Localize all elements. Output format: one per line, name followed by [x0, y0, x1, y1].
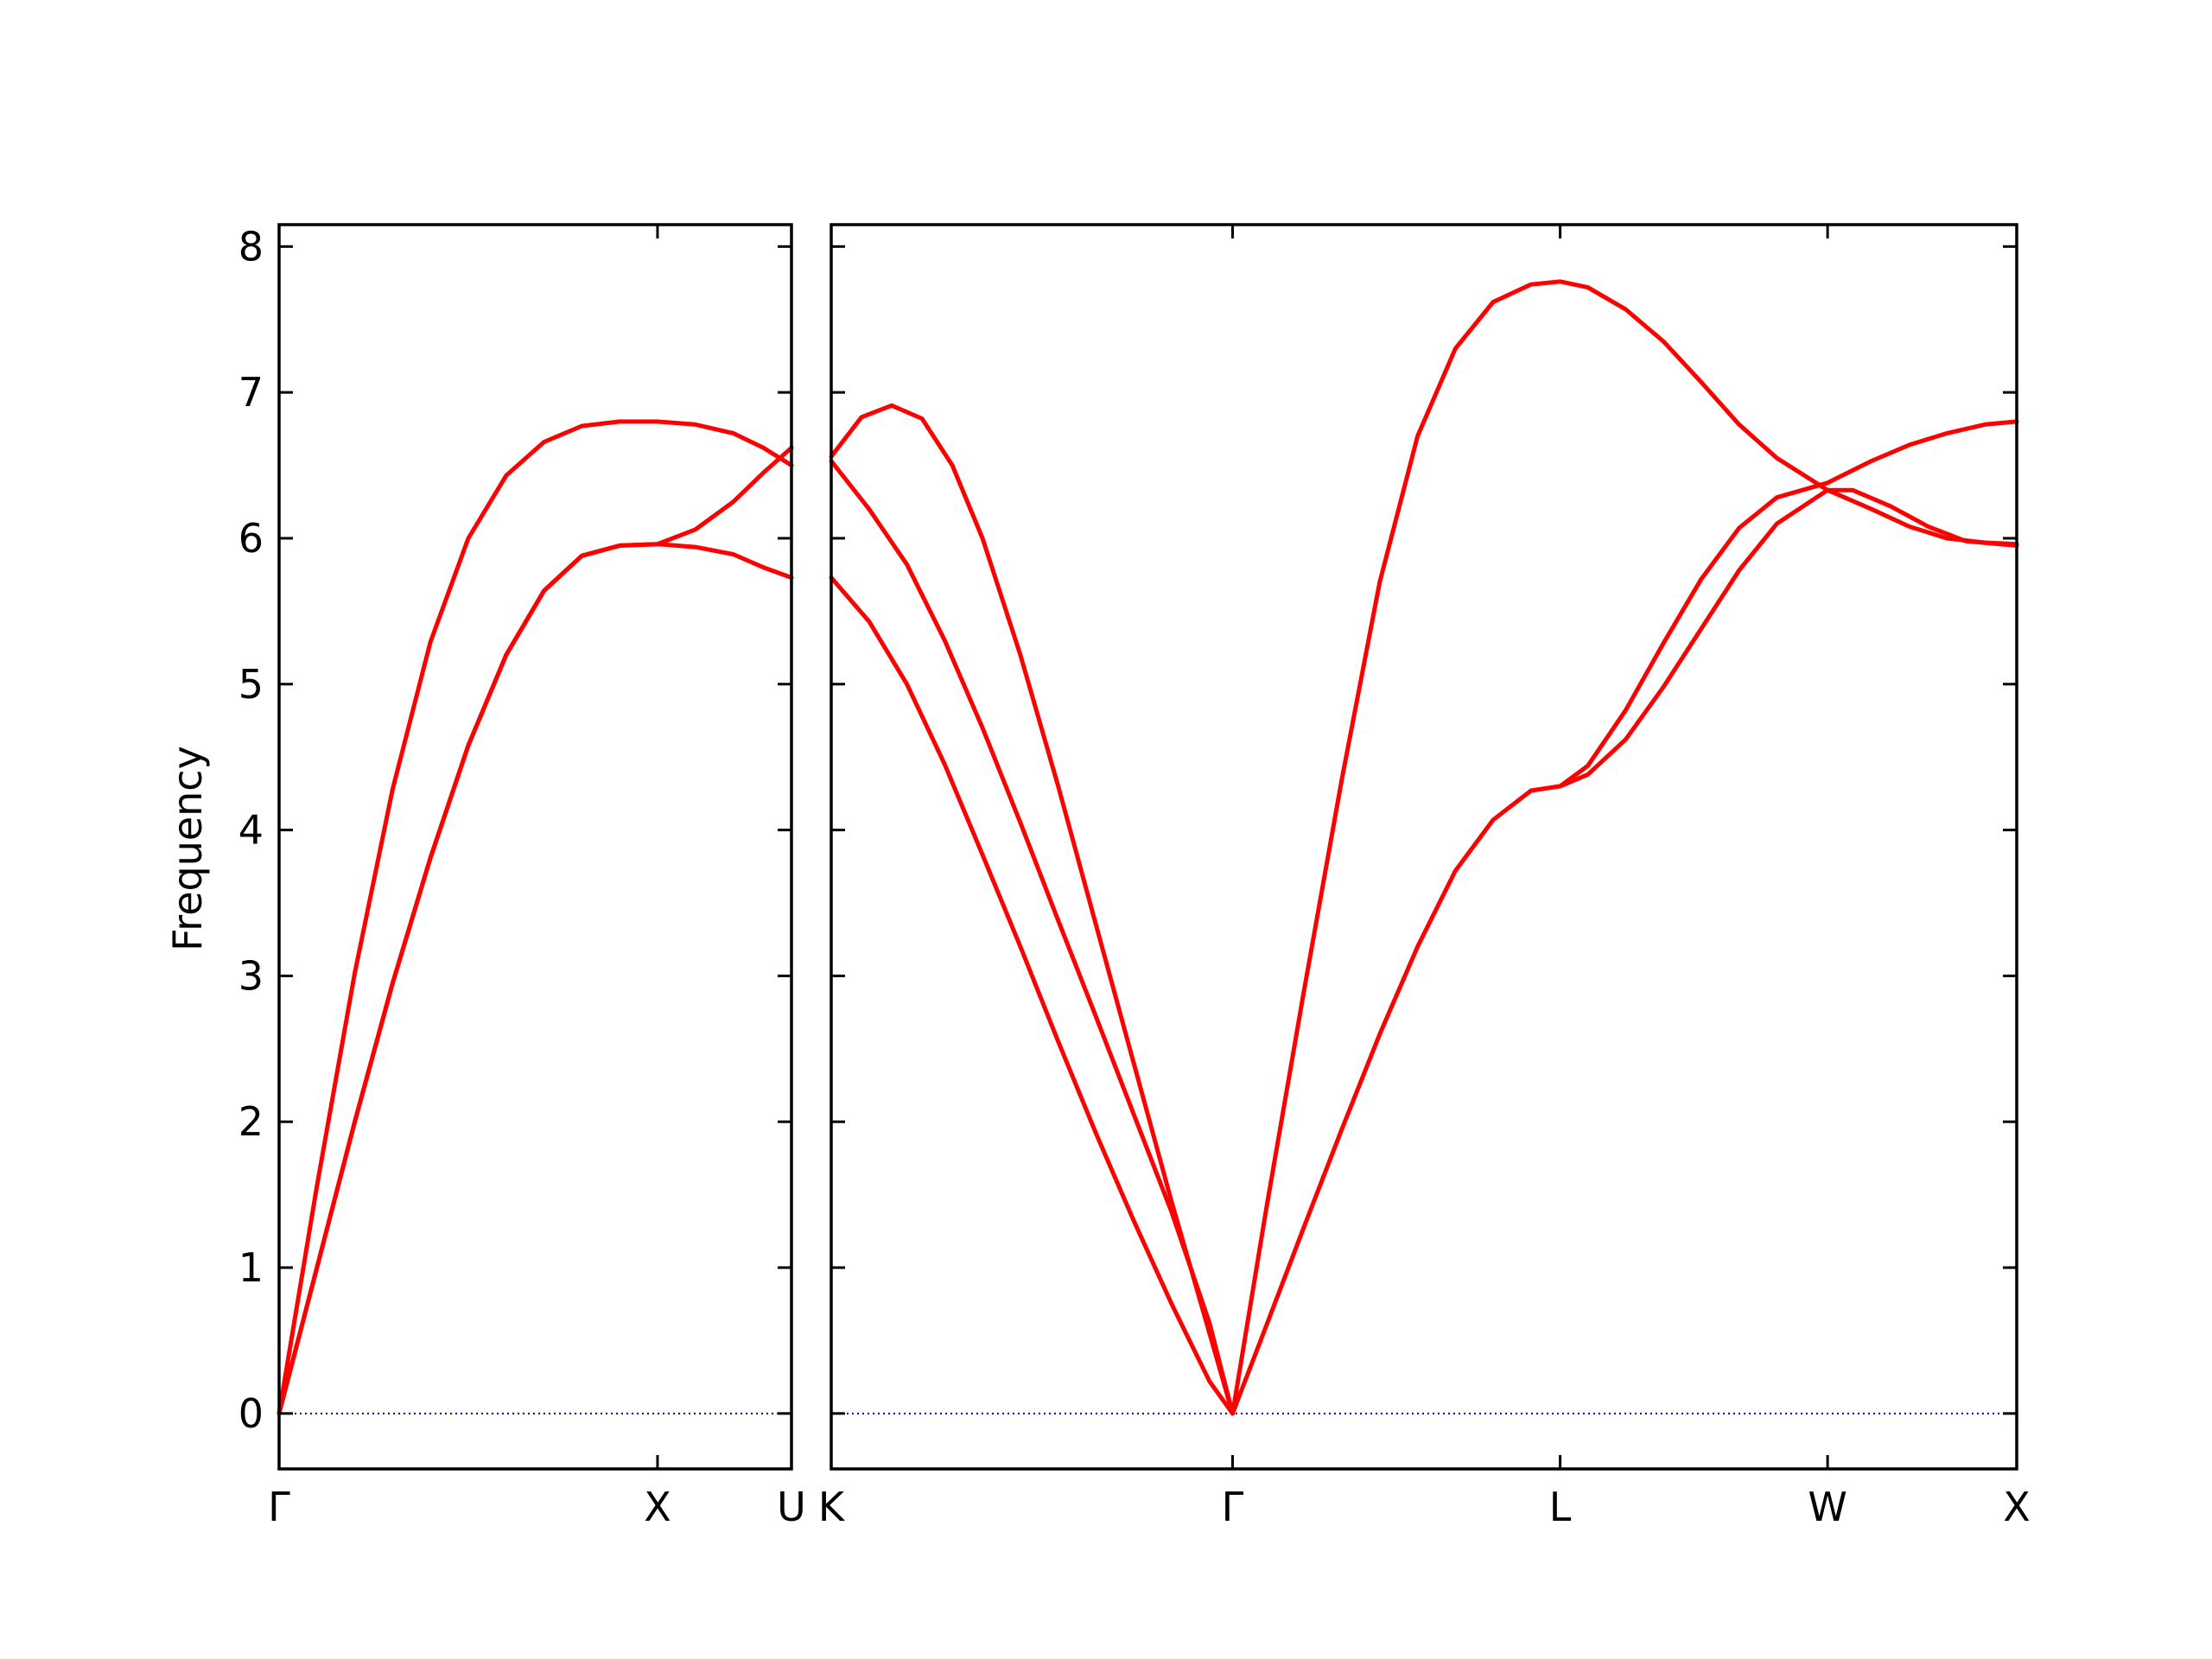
x-tick-label: Γ — [268, 1484, 290, 1530]
axes-frame — [830, 223, 2018, 1471]
x-tick-label: Γ — [1222, 1484, 1244, 1530]
panel-1: 0 1 2 3 4 5 6 7 8 Γ X U — [238, 223, 806, 1530]
y-tick-label: 4 — [238, 807, 264, 854]
x-tick-label: X — [2003, 1484, 2031, 1530]
y-tick-label: 7 — [238, 369, 264, 416]
x-tick-label: K — [818, 1484, 846, 1530]
y-axis-label: Frequency — [164, 746, 211, 951]
y-tick-label: 6 — [238, 515, 264, 562]
band-series-3 — [829, 575, 1235, 1416]
y-tick-label: 5 — [238, 661, 264, 708]
axes-frame — [277, 223, 793, 1471]
x-tick-label: U — [777, 1484, 806, 1530]
band-series-2 — [829, 459, 1235, 1416]
band-series-5 — [1230, 419, 2019, 1416]
x-tick-label: W — [1808, 1484, 1847, 1530]
y-tick-label: 8 — [238, 223, 264, 270]
x-tick-label: L — [1549, 1484, 1572, 1530]
y-tick-label: 2 — [238, 1098, 264, 1145]
y-tick-label: 0 — [238, 1390, 264, 1437]
band-series-1 — [829, 403, 1235, 1416]
band-series-4 — [1230, 279, 2019, 1416]
x-tick-label: X — [644, 1484, 671, 1530]
y-tick-label: 3 — [238, 952, 264, 999]
y-tick-label: 1 — [238, 1244, 264, 1291]
band-series-6 — [1558, 487, 2019, 789]
band-series-1 — [276, 419, 794, 1416]
band-series-2 — [276, 445, 794, 1416]
band-series-3 — [276, 542, 794, 1416]
plot-layer: 0 1 2 3 4 5 6 7 8 Γ X U K Γ L W X — [238, 223, 2031, 1530]
